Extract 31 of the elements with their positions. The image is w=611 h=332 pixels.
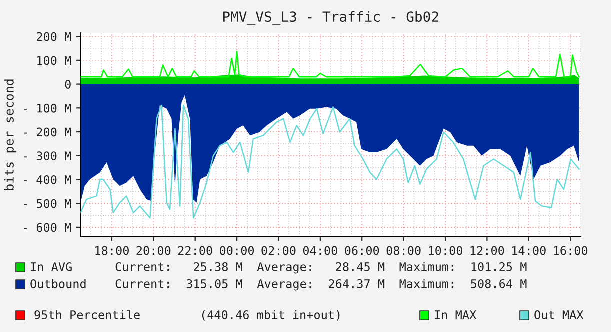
y-axis-title: bits per second <box>4 80 16 190</box>
x-tick-label: 02:00 <box>262 246 296 256</box>
x-tick-label: 00:00 <box>220 246 254 256</box>
y-tick-label: - 400 M <box>24 175 72 184</box>
y-tick-label: - 100 M <box>24 104 72 113</box>
text: Current: 315.05 M Average: 264.37 M Maximum: 508.64 M <box>116 279 527 291</box>
y-tick-label: - 200 M <box>24 128 72 137</box>
x-tick-label: 22:00 <box>178 246 212 256</box>
x-tick-label: 20:00 <box>136 246 171 256</box>
y-tick-label: - 600 M <box>24 223 72 232</box>
legend-label: In AVG <box>31 262 72 272</box>
y-tick-label: 200 M <box>37 32 72 42</box>
x-tick-label: 06:00 <box>345 246 380 256</box>
x-tick-label: 08:00 <box>386 246 421 256</box>
x-tick-label: 14:00 <box>512 246 546 256</box>
legend-label: Outbound <box>30 279 86 288</box>
text: (440.46 mbit in+out) <box>202 310 340 321</box>
y-tick-label: - 300 M <box>24 152 72 161</box>
x-tick-label: 10:00 <box>429 246 463 256</box>
y-tick-label: - 500 M <box>24 199 72 208</box>
x-tick-label: 04:00 <box>303 246 338 256</box>
y-tick-label: 100 M <box>38 56 72 66</box>
x-tick-label: 12:00 <box>470 246 504 256</box>
text: Current: 25.38 M Average: 28.45 M Maximum: 101.25 M <box>116 262 527 274</box>
legend-label: Out MAX <box>534 310 584 320</box>
x-tick-label: 16:00 <box>554 246 588 256</box>
x-tick-label: 18:00 <box>96 246 129 256</box>
chart-title: PMV_VS_L3 - Traffic - Gb02 <box>223 11 438 26</box>
text: 95th Percentile <box>34 310 140 320</box>
legend-label: In MAX <box>435 310 477 320</box>
y-tick-label: 0 <box>65 80 71 89</box>
